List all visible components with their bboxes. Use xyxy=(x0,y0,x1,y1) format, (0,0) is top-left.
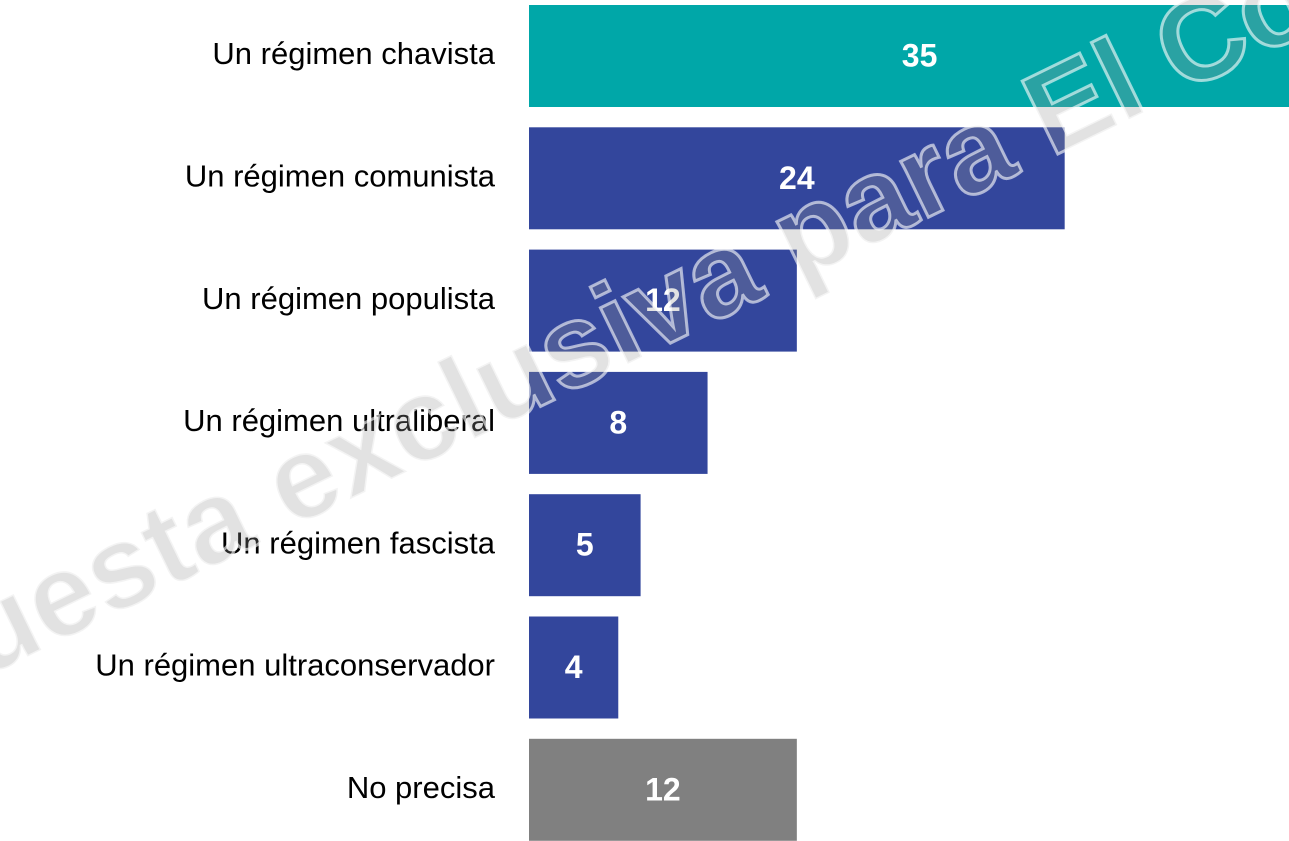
bar xyxy=(529,127,1065,230)
value-label: 35 xyxy=(902,37,938,73)
category-label: Un régimen populista xyxy=(202,281,496,316)
value-label: 8 xyxy=(609,404,627,440)
category-label: Un régimen comunista xyxy=(185,158,496,193)
value-label: 24 xyxy=(779,160,815,196)
category-label: Un régimen chavista xyxy=(212,36,495,71)
value-label: 5 xyxy=(576,527,594,563)
category-label: No precisa xyxy=(347,770,496,805)
bar xyxy=(529,616,619,719)
category-label: Un régimen ultraconservador xyxy=(95,648,495,683)
bar xyxy=(529,371,708,474)
bar xyxy=(529,494,641,597)
value-label: 12 xyxy=(645,771,681,807)
bar xyxy=(529,5,1289,107)
value-label: 4 xyxy=(565,649,583,685)
bar xyxy=(529,738,797,841)
bars: Un régimen chavista 35 Un régimen comunist… xyxy=(95,5,1289,841)
category-label: Un régimen ultraliberal xyxy=(183,403,495,438)
category-label: Un régimen fascista xyxy=(221,525,496,560)
value-label: 12 xyxy=(645,282,681,318)
bar xyxy=(529,249,797,352)
